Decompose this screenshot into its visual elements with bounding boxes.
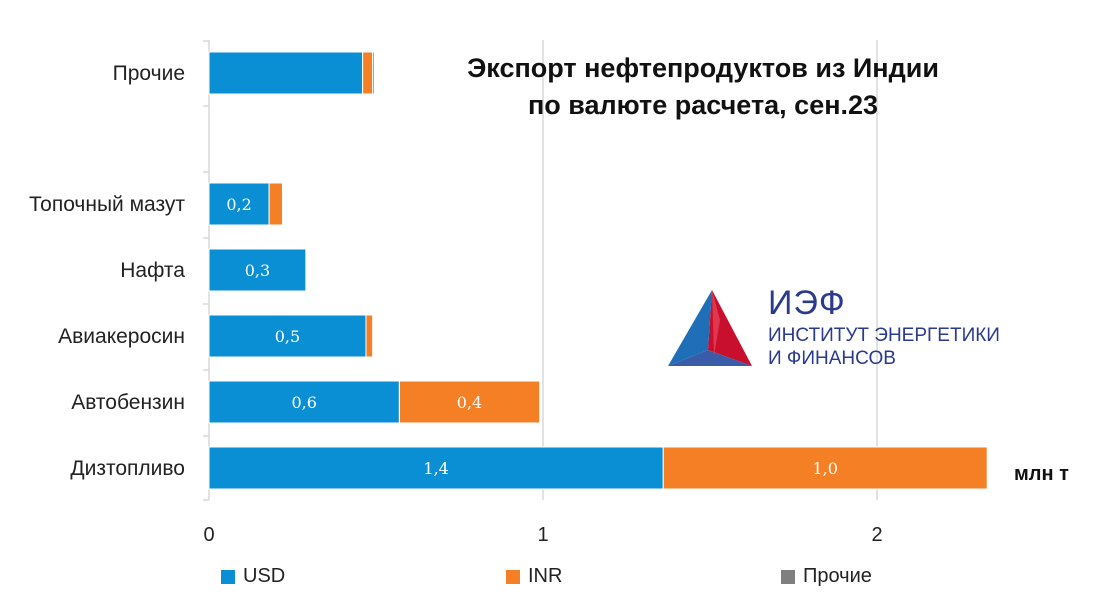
chart-title: Экспорт нефтепродуктов из Индии по валют… — [403, 50, 1003, 124]
x-tick-label: 1 — [537, 524, 548, 546]
bar — [268, 182, 283, 226]
legend-item-usd: USD — [221, 565, 285, 588]
logo-sail-icon — [668, 290, 752, 366]
legend-item-inr: INR — [506, 565, 562, 588]
bar — [398, 380, 541, 424]
data-label: 0,2 — [226, 195, 251, 214]
bar — [372, 51, 375, 95]
bar — [208, 182, 270, 226]
legend-label-inr: INR — [528, 565, 563, 587]
data-label: 1,4 — [423, 459, 448, 478]
category-label: Прочие — [113, 62, 185, 85]
category-label: Топочный мазут — [29, 193, 185, 216]
unit-label: млн т — [1014, 463, 1069, 485]
chart-title-line1: Экспорт нефтепродуктов из Индии — [467, 53, 939, 83]
legend-swatch-usd — [221, 569, 235, 584]
data-label: 1,0 — [813, 459, 838, 478]
logo-abbr: ИЭФ — [768, 284, 846, 322]
bar — [208, 380, 400, 424]
bar — [362, 51, 374, 95]
legend-item-other: Прочие — [781, 565, 872, 588]
bar — [208, 51, 364, 95]
data-label: 0,4 — [457, 393, 482, 412]
data-label: 0,6 — [291, 393, 316, 412]
category-label: Авиакеросин — [58, 325, 185, 348]
logo: ИЭФ ИНСТИТУТ ЭНЕРГЕТИКИ И ФИНАНСОВ — [668, 284, 1008, 370]
bar — [365, 314, 374, 358]
logo-text-line2: И ФИНАНСОВ — [768, 348, 896, 369]
bar — [208, 446, 664, 490]
bar — [662, 446, 988, 490]
data-label: 0,3 — [245, 261, 270, 280]
legend-label-usd: USD — [243, 565, 286, 587]
x-tick-label: 2 — [871, 524, 882, 546]
bar — [208, 248, 307, 292]
category-label: Дизтопливо — [70, 457, 185, 480]
data-label: 0,5 — [275, 327, 300, 346]
x-tick-label: 0 — [203, 524, 214, 546]
category-label: Автобензин — [71, 391, 185, 414]
category-label: Нафта — [120, 259, 185, 282]
legend-swatch-other — [781, 569, 795, 584]
logo-text-line1: ИНСТИТУТ ЭНЕРГЕТИКИ — [768, 325, 1000, 346]
bar — [208, 314, 367, 358]
legend-label-other: Прочие — [803, 565, 872, 587]
chart-title-line2: по валюте расчета, сен.23 — [527, 90, 879, 120]
legend-swatch-inr — [506, 569, 520, 584]
legend: USD INR Прочие — [0, 565, 1094, 589]
